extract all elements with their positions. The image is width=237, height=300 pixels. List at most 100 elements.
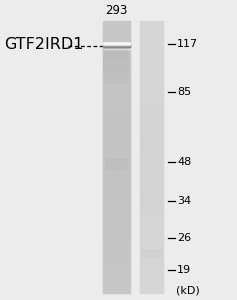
Bar [140,216,163,217]
Bar [103,254,130,255]
Bar [140,215,163,216]
Bar [103,46,130,47]
Bar [103,24,130,25]
Bar [140,154,163,155]
Bar [103,74,128,76]
Bar [140,258,163,259]
Bar [103,265,130,266]
Bar [103,128,130,129]
Bar [140,172,163,173]
Bar [140,79,163,80]
Bar [103,195,130,196]
Bar [140,200,163,202]
Bar [140,87,163,88]
Bar [103,111,130,112]
Bar [140,282,163,283]
Bar [140,55,163,56]
Bar [140,149,163,150]
Bar [103,287,130,288]
Bar [140,51,163,52]
Bar [140,75,163,76]
Bar [140,249,163,250]
Bar [103,238,130,239]
Bar [140,134,163,136]
Bar [140,63,163,64]
Bar [140,263,163,265]
Bar [103,114,130,116]
Bar [103,236,130,238]
Bar [140,50,163,52]
Bar [140,264,163,266]
Bar [103,270,130,271]
Bar [140,275,163,277]
Bar [103,152,130,153]
Bar [140,132,163,133]
Bar [140,204,163,205]
Text: (kD): (kD) [176,285,200,296]
Bar [140,62,163,63]
Bar [103,77,130,79]
Bar [103,68,130,70]
Bar [103,169,130,170]
Bar [140,285,163,286]
Bar [103,248,130,249]
Bar [140,139,163,140]
Bar [140,157,163,158]
Bar [103,78,128,80]
Bar [103,142,130,144]
Bar [140,286,163,287]
Bar [103,223,130,224]
Bar [103,283,130,284]
Bar [140,248,163,249]
Bar [103,158,130,159]
Bar [140,48,163,49]
Bar [103,97,130,98]
Bar [103,28,130,29]
Bar [140,290,163,291]
Bar [140,291,163,292]
Bar [140,271,163,272]
Bar [103,170,130,172]
Bar [103,202,130,203]
Bar [103,109,130,110]
Bar [140,279,163,280]
Bar [103,253,130,254]
Bar [103,205,130,206]
Bar [103,292,130,293]
Bar [103,105,130,106]
Bar [140,106,163,107]
Bar [140,126,163,128]
Bar [140,86,163,88]
Bar [103,38,130,40]
Bar [103,160,130,162]
Bar [140,32,163,33]
Bar [140,58,163,59]
Bar [103,80,130,81]
Bar [103,53,128,54]
Bar [140,245,163,247]
Bar [140,119,163,120]
Bar [103,188,130,190]
Bar [140,292,163,293]
Bar [103,236,130,237]
Bar [140,47,163,48]
Bar [140,69,163,70]
Bar [103,51,128,53]
Bar [140,120,163,121]
Bar [140,256,163,257]
Bar [140,101,163,102]
Bar [140,34,163,35]
Bar [103,42,130,44]
Bar [103,103,130,104]
Bar [103,57,128,59]
Bar [103,218,130,220]
Bar [140,278,163,279]
Bar [103,165,130,166]
Bar [103,68,130,69]
Bar [103,79,130,80]
Bar [140,128,163,129]
Bar [103,143,130,145]
Bar [140,262,163,263]
Bar [140,276,163,278]
Bar [140,246,163,247]
